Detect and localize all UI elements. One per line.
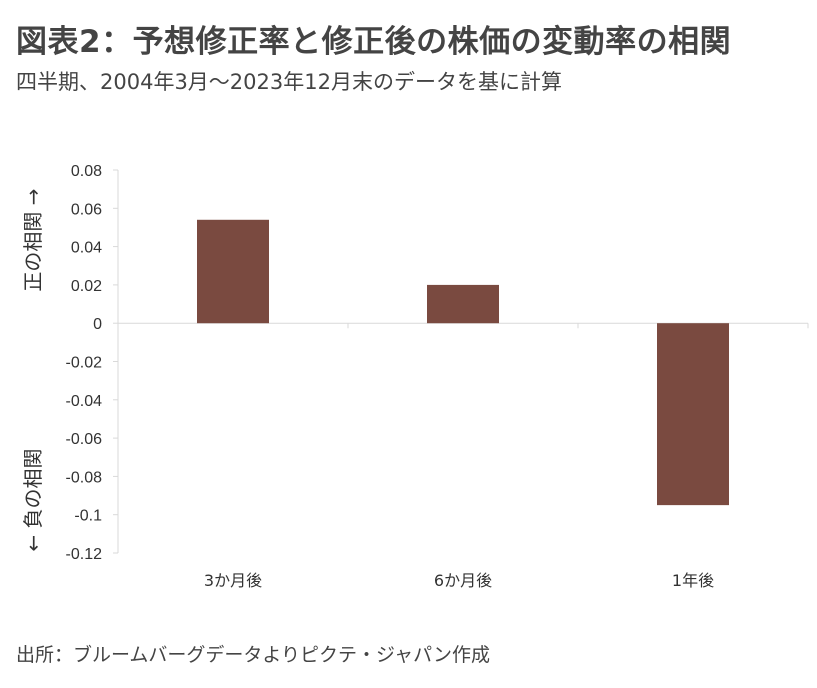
y-tick-label: 0.06: [71, 201, 102, 218]
source-note: 出所：ブルームバーグデータよりピクテ・ジャパン作成: [16, 644, 491, 666]
chart-title: 図表2：予想修正率と修正後の株価の変動率の相関: [16, 24, 732, 60]
chart-subtitle: 四半期、2004年3月～2023年12月末のデータを基に計算: [16, 70, 562, 94]
bar-chart: 0.08 0.06 0.04 0.02 0 -0.02 -0.04 -0.06 -0.08 -0.…: [21, 163, 809, 590]
y-tick-label: -0.1: [74, 508, 102, 525]
bar: [657, 323, 729, 506]
y-tick-label: -0.04: [66, 393, 103, 410]
bar: [197, 219, 269, 324]
y-tick-label: 0: [93, 316, 102, 333]
y-label-negative: ← 負の相関: [21, 448, 45, 551]
x-category-label: 3か月後: [204, 571, 262, 590]
y-tick-label: 0.04: [71, 240, 102, 257]
y-tick-label: 0.02: [71, 278, 102, 295]
bar-layer: [197, 219, 729, 506]
y-tick-label: -0.12: [66, 546, 103, 563]
y-label-positive: 正の相関 →: [21, 188, 45, 291]
x-category-label: 6か月後: [434, 571, 492, 590]
y-tick-label: 0.08: [71, 163, 102, 180]
bar: [427, 284, 499, 324]
y-tick-label: -0.02: [66, 355, 103, 372]
label-layer: 0.08 0.06 0.04 0.02 0 -0.02 -0.04 -0.06 -0.08 -0.…: [66, 163, 715, 590]
y-tick-label: -0.06: [66, 431, 103, 448]
x-category-label: 1年後: [672, 571, 714, 590]
y-tick-label: -0.08: [66, 469, 103, 486]
